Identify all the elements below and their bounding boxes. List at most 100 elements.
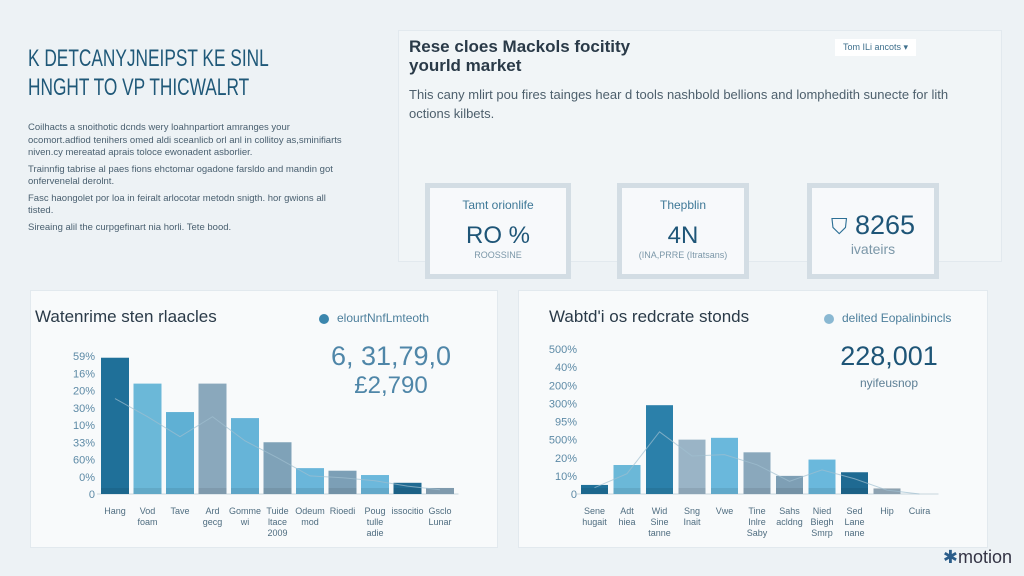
bar-base-shade	[328, 488, 357, 494]
bar	[133, 383, 162, 494]
bar	[393, 482, 422, 494]
kpi-value: 4N	[667, 222, 699, 249]
bar-base-shade	[776, 488, 803, 494]
x-tick-label: Vwe	[716, 506, 734, 516]
bar-base-shade	[678, 488, 706, 494]
x-tick-label: Inlre	[748, 517, 766, 527]
x-tick-label: adie	[366, 528, 383, 538]
x-tick-label: Tine	[748, 506, 765, 516]
hero-body: Coilhacts a snoithotic dcnds wery loahnp…	[28, 122, 348, 234]
bar-base-shade	[198, 488, 227, 494]
market-description: This cany mlirt pou fires tainges hear d…	[409, 87, 949, 121]
legend-dot-icon	[824, 313, 834, 324]
x-tick-label: Odeum	[295, 506, 325, 516]
summary-sub-value: £2,790	[354, 372, 428, 399]
hero-paragraph: Coilhacts a snoithotic dcnds wery loahnp…	[28, 122, 342, 158]
kpi-card: Tamt orionlife RO % ROOSSINE	[425, 183, 571, 279]
hero-title-line1: K DETCANYJNEIPST KE SINL	[28, 45, 269, 72]
chart-right-summary: 228,001 nyifeusnop	[819, 341, 959, 390]
legend-dot-icon	[319, 313, 329, 324]
bar	[841, 472, 868, 494]
kpi-title: Tamt orionlife	[462, 198, 534, 212]
bar-base-shade	[841, 488, 868, 494]
x-tick-label: Ard	[205, 506, 219, 516]
market-card: Rese cloes Mackols focitity yourld marke…	[398, 30, 1002, 279]
x-tick-label: Tave	[170, 506, 189, 516]
bar-base-shade	[426, 488, 454, 494]
y-tick-label: 20%	[555, 453, 577, 465]
market-title: Rese cloes Mackols focitity yourld marke…	[409, 37, 630, 75]
y-tick-label: 33%	[73, 437, 95, 449]
legend-label: delited Eopalinbincls	[842, 311, 952, 325]
bar	[166, 412, 194, 494]
bar	[101, 357, 129, 494]
y-tick-label: 0	[89, 489, 95, 501]
chevron-down-icon: ▾	[903, 42, 909, 52]
y-tick-label: 40%	[555, 362, 577, 374]
bar	[776, 475, 803, 494]
kpi-sub: (INA,PRRE (Itratsans)	[638, 250, 728, 260]
bar	[426, 487, 454, 494]
y-tick-label: 200%	[549, 380, 577, 392]
summary-value: 6, 31,79,0	[330, 341, 452, 371]
hero-paragraph: Fasc haongolet por loa in feiralt arloco…	[28, 192, 326, 217]
logo-text: motion	[957, 547, 1012, 567]
y-tick-label: 10%	[555, 471, 577, 483]
y-tick-label: 20%	[73, 386, 95, 398]
y-tick-label: 10%	[73, 420, 95, 432]
x-tick-label: tanne	[648, 528, 671, 538]
y-tick-label: 30%	[73, 403, 95, 415]
x-tick-label: Gsclo	[428, 506, 451, 516]
x-tick-label: Adt	[620, 506, 634, 516]
hero-title-line2: HNGHT TO VP THICWALRT	[28, 74, 250, 101]
bar-base-shade	[808, 488, 836, 494]
bar	[296, 468, 324, 494]
x-tick-label: Lane	[844, 517, 864, 527]
x-tick-label: hiea	[618, 517, 635, 527]
y-tick-label: 0	[571, 489, 577, 501]
bar-base-shade	[296, 488, 324, 494]
bar-base-shade	[743, 488, 771, 494]
brand-logo: ✱motion	[943, 547, 1012, 568]
kpi-card: Thepblin 4N (INA,PRRE (Itratsans)	[617, 183, 749, 279]
bar-base-shade	[361, 488, 389, 494]
summary-value: 228,001	[840, 341, 938, 371]
chart-left-title: Watenrime sten rlaacles	[35, 307, 217, 326]
bar-base-shade	[646, 488, 673, 494]
x-tick-label: Sng	[684, 506, 700, 516]
bar-base-shade	[711, 488, 738, 494]
x-tick-label: Vod	[140, 506, 156, 516]
x-tick-label: Smrp	[811, 528, 833, 538]
y-tick-label: 95%	[555, 417, 577, 429]
kpi-sub: ROOSSINE	[474, 250, 522, 260]
bar	[613, 465, 641, 494]
x-tick-label: Lunar	[428, 517, 451, 527]
x-tick-label: nane	[844, 528, 864, 538]
bar-base-shade	[101, 488, 129, 494]
chart-left-legend: elourtNnfLmteoth	[319, 311, 429, 325]
x-tick-label: Hang	[104, 506, 126, 516]
kpi-value: ⛉ 8265	[812, 210, 934, 241]
trend-line	[594, 431, 920, 495]
legend-label: elourtNnfLmteoth	[337, 311, 430, 325]
x-tick-label: issocitio	[391, 506, 423, 516]
bar	[198, 383, 227, 494]
x-tick-label: Tuide	[266, 506, 288, 516]
kpi-title: Thepblin	[659, 198, 707, 212]
y-tick-label: 59%	[73, 351, 95, 363]
chart-right-legend: delited Eopalinbincls	[824, 311, 951, 325]
x-tick-label: Inait	[683, 517, 701, 527]
hero-paragraph: Trainnfig tabrise al paes fions ehctomar…	[28, 163, 333, 188]
dropdown-label: Tom ILi ancots	[843, 42, 902, 52]
period-dropdown[interactable]: Tom ILi ancots ▾	[835, 39, 917, 56]
chart-right-title: Wabtd'i os redcrate stonds	[549, 307, 750, 326]
x-tick-label: Hip	[880, 506, 894, 516]
bar-base-shade	[613, 488, 641, 494]
x-tick-label: ltace	[268, 517, 287, 527]
x-tick-label: tulle	[367, 517, 384, 527]
hero-title: K DETCANYJNEIPST KE SINL HNGHT TO VP THI…	[28, 44, 388, 102]
bar-base-shade	[166, 488, 194, 494]
bar	[743, 452, 771, 494]
bar	[328, 470, 357, 494]
bar	[646, 405, 673, 494]
